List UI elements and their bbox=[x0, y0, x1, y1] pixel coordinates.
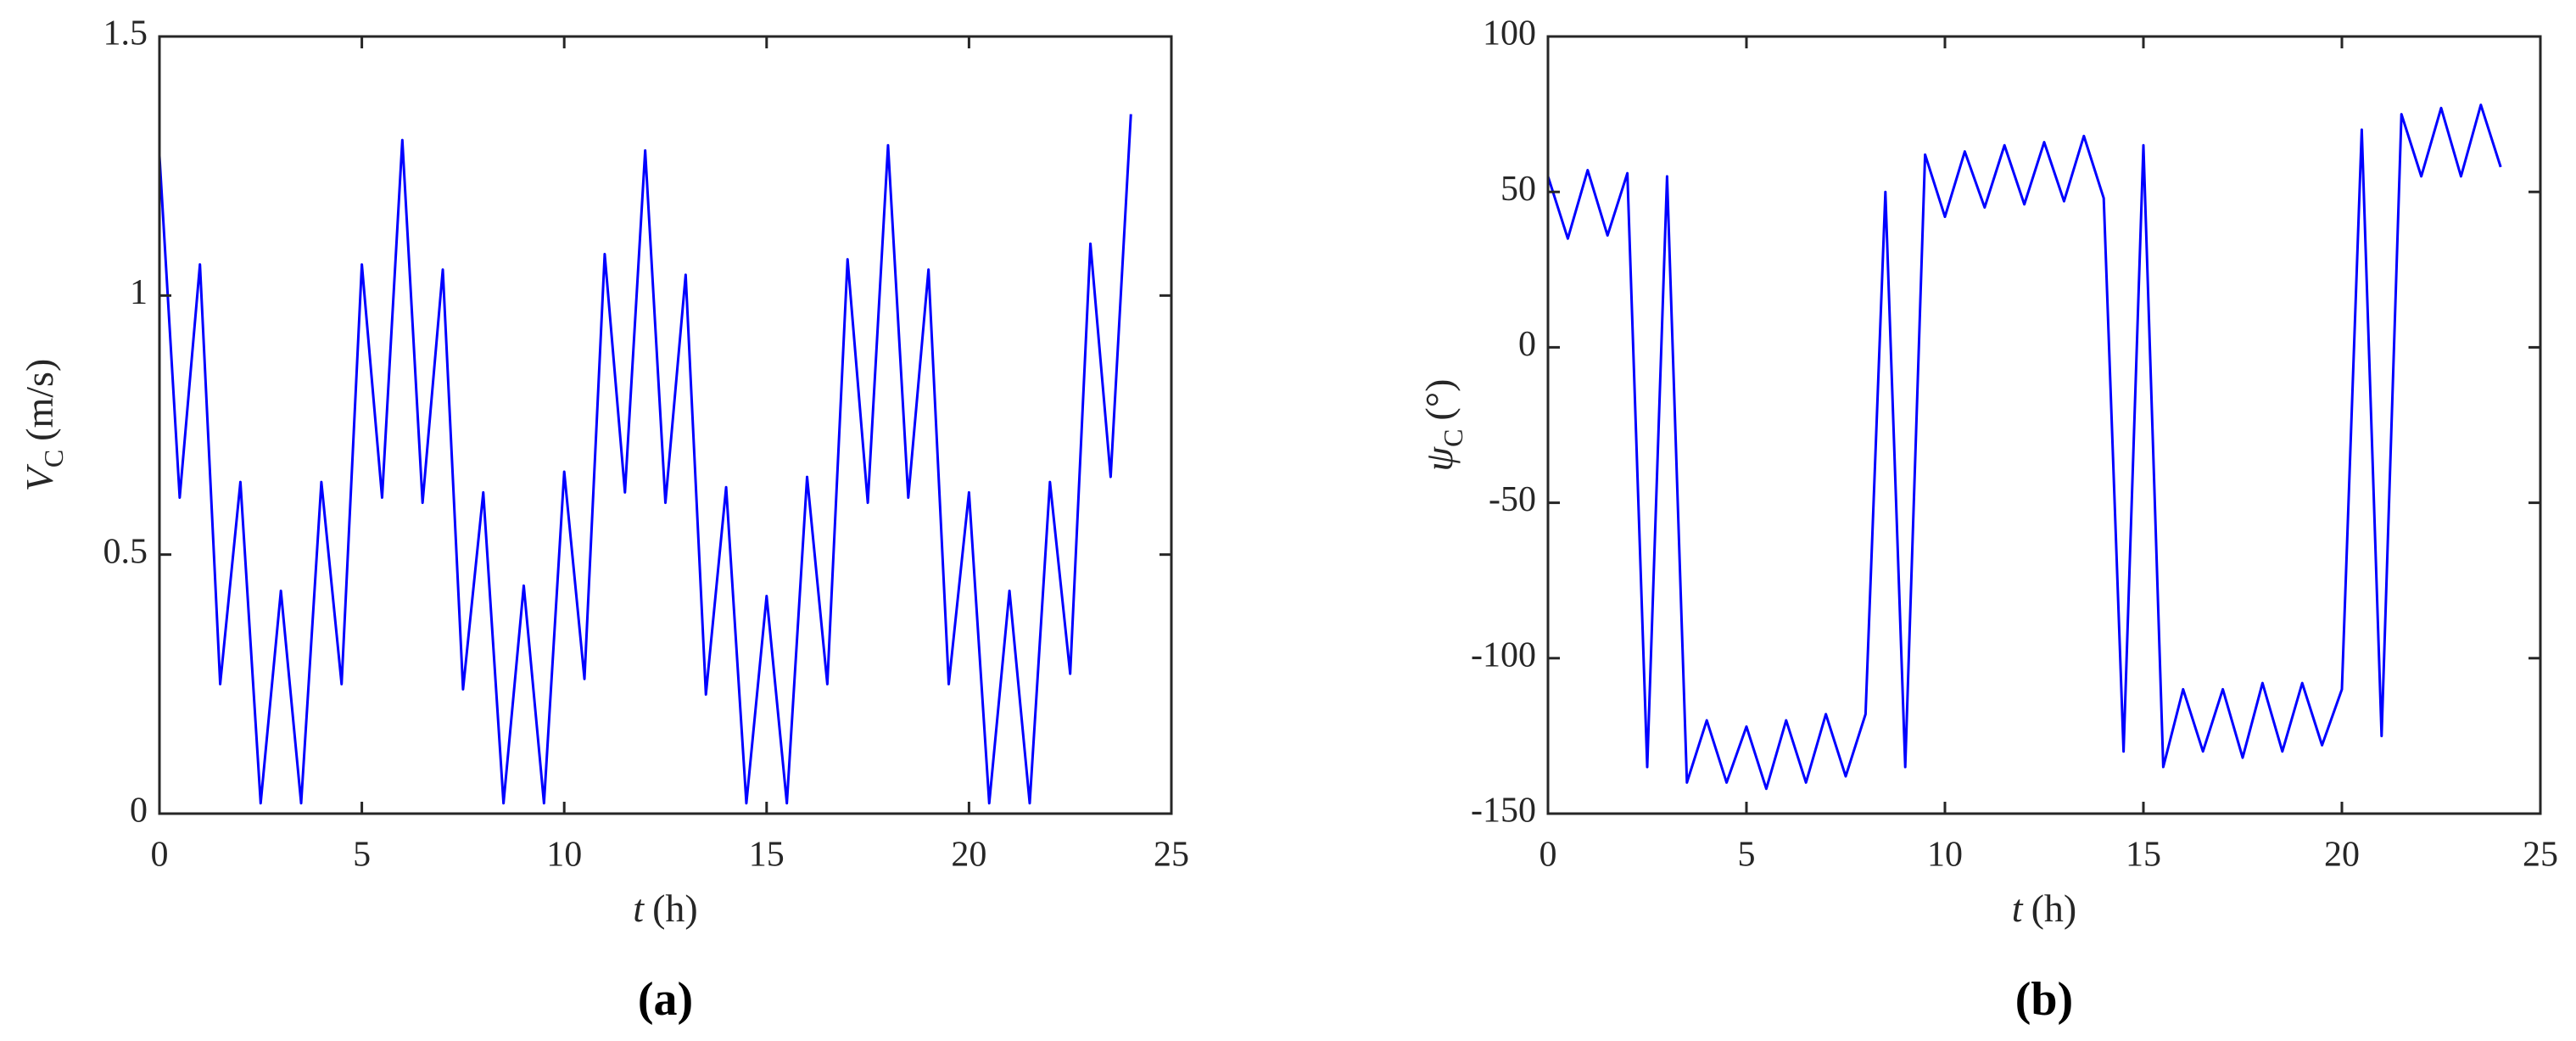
y-tick-label: -100 bbox=[1471, 635, 1536, 674]
y-label-symbol: ψ bbox=[1417, 445, 1461, 471]
x-label-symbol: t bbox=[2012, 887, 2024, 930]
x-tick-label: 10 bbox=[546, 836, 582, 875]
chart: 0 5 10 15 20 25 0 0.5 1 1.5 t (h) VC (m/s) (a) bbox=[18, 14, 1189, 1026]
x-label-unit: (h) bbox=[2031, 887, 2077, 930]
y-tick-label: 1 bbox=[130, 273, 148, 312]
y-tick-label: -150 bbox=[1471, 792, 1536, 831]
y-tick-label: 0.5 bbox=[103, 532, 148, 571]
x-label-unit: (h) bbox=[652, 887, 698, 930]
x-axis-label: t (h) bbox=[633, 887, 697, 930]
data-line bbox=[1548, 104, 2502, 791]
x-tick-label: 25 bbox=[1154, 836, 1189, 875]
axes-box bbox=[158, 35, 1173, 815]
y-tick-label: 100 bbox=[1483, 14, 1536, 53]
plot-area bbox=[1548, 104, 2502, 791]
y-label-unit: (°) bbox=[1417, 379, 1461, 421]
y-axis-label: ψC (°) bbox=[1417, 379, 1468, 472]
x-tick-label: 20 bbox=[2324, 836, 2360, 875]
x-tick-label: 10 bbox=[1927, 836, 1963, 875]
x-tick-label: 25 bbox=[2523, 836, 2558, 875]
axes-box bbox=[1546, 35, 2542, 815]
panel-label: (b) bbox=[2015, 973, 2073, 1026]
y-label-symbol: V bbox=[18, 463, 61, 491]
x-tick-label: 0 bbox=[151, 836, 169, 875]
x-tick-label: 0 bbox=[1539, 836, 1557, 875]
y-tick-label: 50 bbox=[1500, 170, 1536, 209]
x-axis-label: t (h) bbox=[2012, 887, 2076, 930]
plot-area bbox=[159, 114, 1132, 805]
y-label-subscript: C bbox=[1438, 429, 1468, 447]
x-tick-label: 5 bbox=[353, 836, 371, 875]
y-label-unit: (m/s) bbox=[18, 359, 61, 441]
x-tick-label: 20 bbox=[951, 836, 986, 875]
x-tick-label: 15 bbox=[2126, 836, 2161, 875]
y-tick-label: 0 bbox=[1518, 325, 1536, 364]
x-tick-label: 5 bbox=[1738, 836, 1756, 875]
chart: 0 5 10 15 20 25 -150 -100 -50 0 50 100 t (h) ψC (°) (b) bbox=[1417, 14, 2558, 1026]
y-tick-label: 1.5 bbox=[103, 14, 148, 53]
y-axis-label: VC (m/s) bbox=[18, 359, 69, 492]
x-tick-label: 15 bbox=[749, 836, 785, 875]
y-label-subscript: C bbox=[38, 450, 69, 467]
x-label-symbol: t bbox=[633, 887, 645, 930]
panel-label: (a) bbox=[638, 973, 693, 1026]
y-tick-label: -50 bbox=[1489, 480, 1536, 519]
data-line bbox=[159, 114, 1132, 805]
y-tick-label: 0 bbox=[130, 792, 148, 831]
